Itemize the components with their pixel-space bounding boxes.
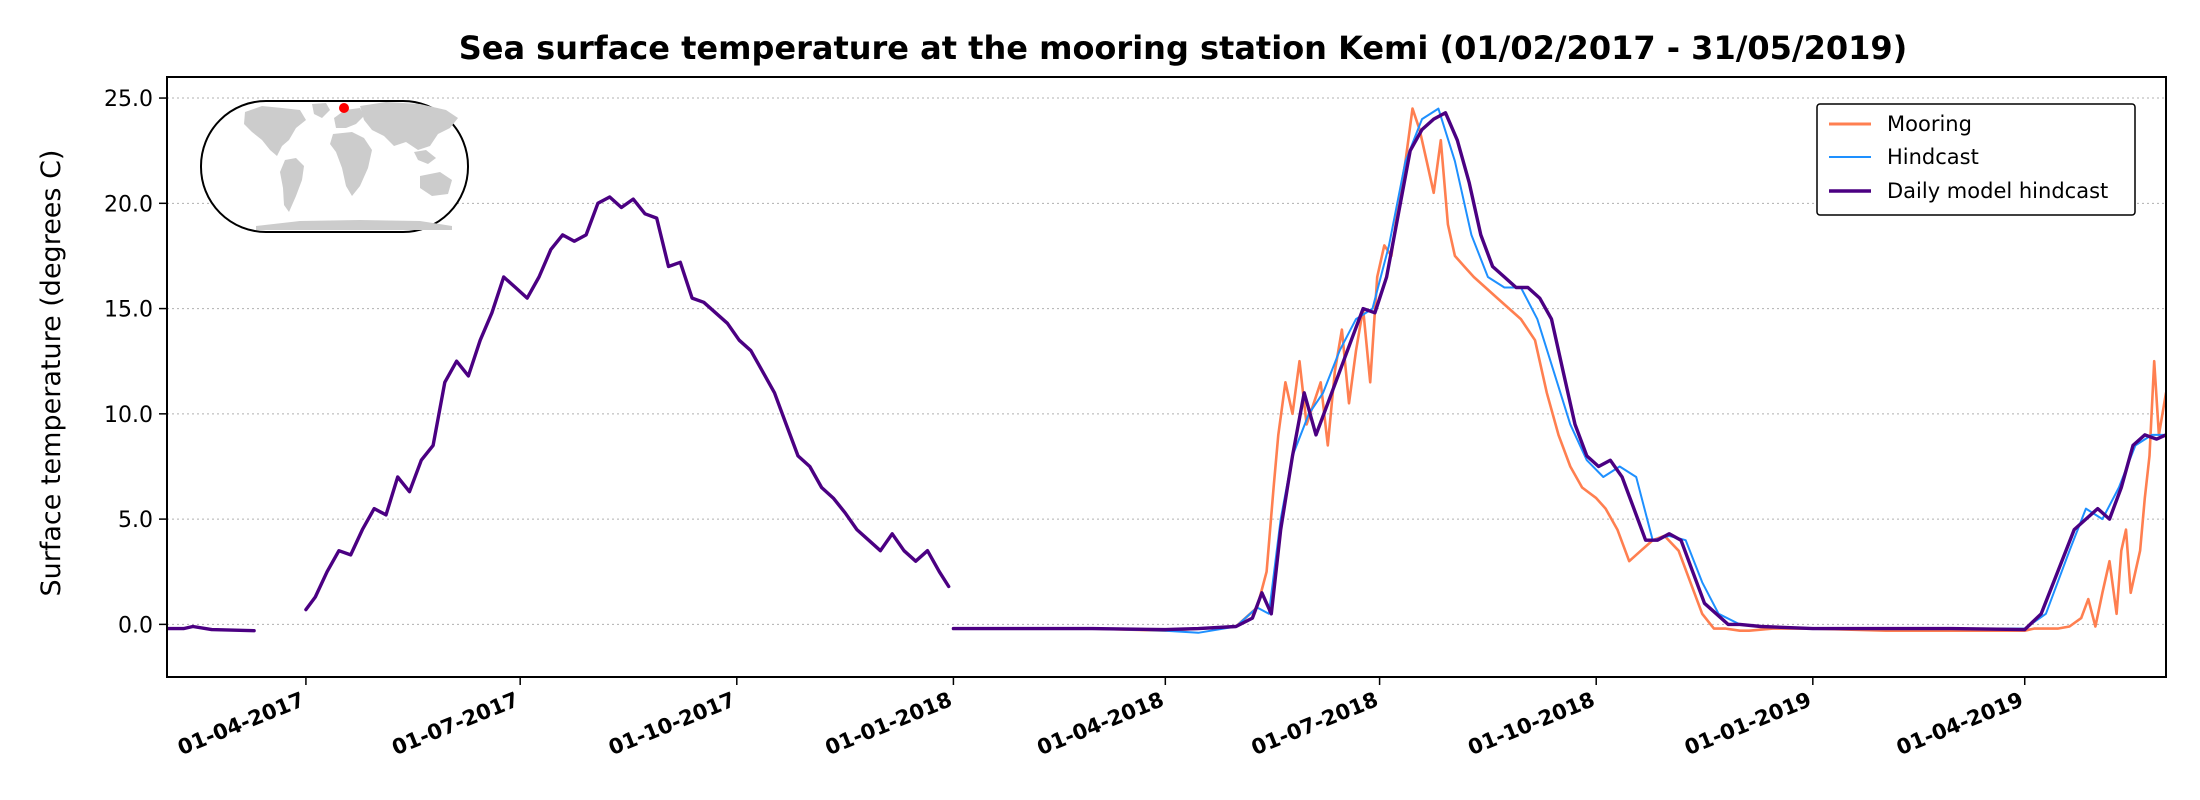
y-tick-label: 20.0 xyxy=(104,192,153,217)
chart-title: Sea surface temperature at the mooring s… xyxy=(459,29,1908,67)
plot-frame xyxy=(166,76,2167,678)
x-axis: 01-04-2017 01-07-2017 01-10-2017 01-01-2018… xyxy=(174,677,2027,760)
x-tick-label: 01-07-2018 xyxy=(1248,687,1382,760)
southeast-asia-land xyxy=(414,150,436,164)
y-tick-label: 10.0 xyxy=(104,403,153,428)
series-line-daily-model-hindcast xyxy=(304,195,951,612)
y-tick-label: 0.0 xyxy=(118,613,153,638)
x-tick-label: 01-04-2017 xyxy=(174,687,308,760)
legend-label-daily-model-hindcast: Daily model hindcast xyxy=(1887,179,2108,203)
y-tick-label: 25.0 xyxy=(104,87,153,112)
legend-frame xyxy=(1816,103,2136,216)
series-line-mooring xyxy=(952,107,2166,633)
inset-world-map xyxy=(200,100,469,233)
x-tick-label: 01-01-2018 xyxy=(822,687,956,760)
greenland-land xyxy=(312,103,330,118)
australia-land xyxy=(420,172,452,196)
asia-land xyxy=(360,102,458,150)
y-tick-label: 15.0 xyxy=(104,298,153,323)
south-america-land xyxy=(280,158,304,212)
europe-land xyxy=(334,108,364,128)
series-line-daily-model-hindcast xyxy=(951,111,2166,632)
x-tick-label: 01-07-2017 xyxy=(389,687,523,760)
x-tick-label: 01-04-2018 xyxy=(1034,687,1168,760)
y-tick-label: 5.0 xyxy=(118,508,153,533)
x-tick-label: 01-10-2017 xyxy=(605,687,739,760)
africa-land xyxy=(330,132,372,196)
plot-area xyxy=(167,107,2166,634)
antarctica-land xyxy=(256,220,452,230)
legend-label-mooring: Mooring xyxy=(1887,112,1972,136)
legend: Mooring Hindcast Daily model hindcast xyxy=(1816,103,2136,216)
station-marker xyxy=(339,103,349,113)
land-masses xyxy=(244,102,458,230)
north-america-land xyxy=(244,106,306,156)
x-tick-label: 01-10-2018 xyxy=(1465,687,1599,760)
x-tick-label: 01-01-2019 xyxy=(1681,687,1815,760)
y-axis: 0.0 5.0 10.0 15.0 20.0 25.0 xyxy=(104,87,167,638)
x-tick-label: 01-04-2019 xyxy=(1893,687,2027,760)
y-axis-label: Surface temperature (degrees C) xyxy=(36,150,67,597)
series-line-daily-model-hindcast xyxy=(167,624,256,633)
legend-label-hindcast: Hindcast xyxy=(1887,145,1979,169)
